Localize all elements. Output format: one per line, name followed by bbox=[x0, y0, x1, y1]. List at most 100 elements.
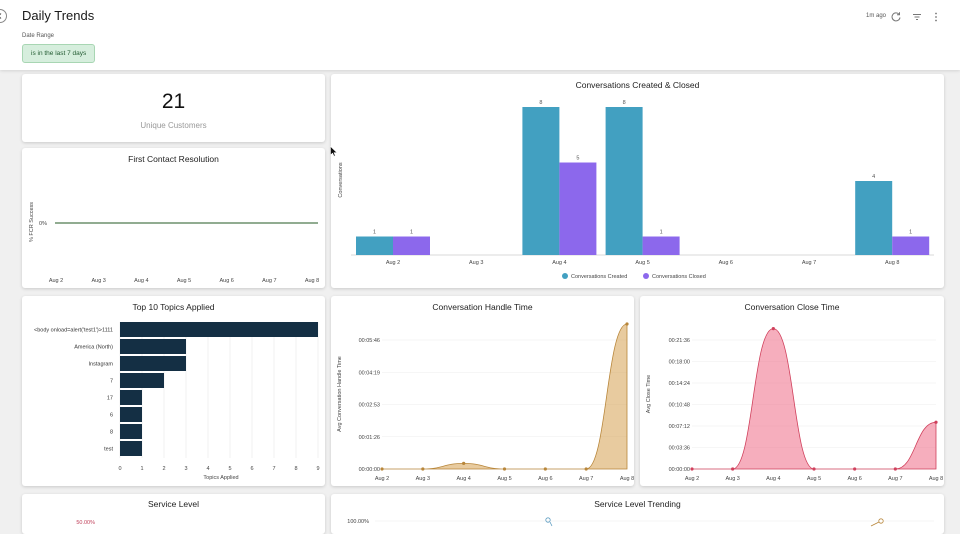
ct-y-tick: 00:14:24 bbox=[669, 381, 690, 387]
ct-x-tick: Aug 5 bbox=[807, 476, 821, 482]
fcr-x-tick: Aug 4 bbox=[134, 278, 148, 284]
topic-label: Instagram bbox=[89, 362, 114, 368]
ct-x-tick: Aug 4 bbox=[766, 476, 780, 482]
unique-customers-label: Unique Customers bbox=[140, 121, 207, 130]
topic-label: 6 bbox=[110, 413, 113, 419]
topics-x-axis-label: Topics Applied bbox=[203, 475, 238, 481]
close-time-y-axis-label: Avg Close Time bbox=[646, 375, 652, 413]
topic-label: 7 bbox=[110, 379, 113, 385]
back-icon[interactable] bbox=[0, 9, 7, 23]
ct-x-tick: Aug 2 bbox=[685, 476, 699, 482]
topic-label: America (North) bbox=[74, 345, 113, 351]
topic-bar bbox=[120, 339, 186, 354]
handle-time-y-axis-label: Avg Conversation Handle Time bbox=[337, 356, 343, 432]
ht-data-point bbox=[584, 467, 588, 471]
ht-data-point bbox=[625, 322, 629, 326]
created-bar bbox=[356, 236, 393, 255]
fcr-x-tick: Aug 2 bbox=[49, 278, 63, 284]
topic-bar bbox=[120, 373, 164, 388]
ht-x-tick: Aug 6 bbox=[538, 476, 552, 482]
ht-data-point bbox=[543, 467, 547, 471]
ht-data-point bbox=[421, 467, 425, 471]
conversations-x-tick: Aug 2 bbox=[386, 260, 400, 266]
conversations-card: Conversations Created & Closed Conversat… bbox=[331, 74, 944, 288]
handle-time-card: Conversation Handle Time Avg Conversatio… bbox=[331, 296, 634, 486]
topic-bar bbox=[120, 390, 142, 405]
topic-bar bbox=[120, 424, 142, 439]
ht-x-tick: Aug 2 bbox=[375, 476, 389, 482]
close-time-chart: Avg Close Time 00:00:00 00:03:36 00:07:12 0… bbox=[646, 327, 943, 482]
conversations-x-tick: Aug 7 bbox=[802, 260, 816, 266]
service-level-y-tick: 50.00% bbox=[76, 520, 95, 526]
date-range-label: Date Range bbox=[22, 33, 55, 39]
ht-data-point bbox=[380, 467, 384, 471]
topics-x-tick: 1 bbox=[140, 466, 143, 472]
ht-y-tick: 00:05:46 bbox=[359, 338, 380, 344]
close-time-title: Conversation Close Time bbox=[744, 302, 840, 312]
bar-value-label: 1 bbox=[660, 230, 663, 236]
ct-data-point bbox=[812, 467, 816, 471]
trending-point-2 bbox=[878, 518, 884, 524]
bar-value-label: 4 bbox=[872, 174, 875, 180]
ht-x-tick: Aug 7 bbox=[579, 476, 593, 482]
topics-x-tick: 4 bbox=[206, 466, 209, 472]
closed-bar bbox=[892, 236, 930, 255]
fcr-y-axis-label: % FCR Success bbox=[29, 202, 35, 242]
ht-data-point bbox=[502, 467, 507, 471]
legend-label-created: Conversations Created bbox=[571, 274, 627, 280]
ct-data-point bbox=[690, 467, 694, 471]
fcr-x-tick: Aug 8 bbox=[305, 278, 319, 284]
conversations-x-tick: Aug 6 bbox=[719, 260, 733, 266]
legend-swatch-created bbox=[562, 273, 568, 279]
ht-y-tick: 00:01:26 bbox=[359, 435, 380, 441]
ct-x-tick: Aug 6 bbox=[847, 476, 861, 482]
fcr-y-tick: 0% bbox=[39, 221, 47, 227]
ht-data-point bbox=[462, 461, 466, 466]
legend-conversations-closed[interactable]: Conversations Closed bbox=[643, 273, 706, 280]
handle-time-area bbox=[382, 323, 628, 470]
created-bar bbox=[605, 107, 643, 255]
ct-data-point bbox=[934, 420, 938, 424]
more-vertical-icon[interactable] bbox=[930, 10, 942, 22]
legend-conversations-created[interactable]: Conversations Created bbox=[562, 273, 627, 280]
trending-point-1 bbox=[545, 517, 551, 523]
topics-chart: 0 1 2 3 4 5 6 7 8 9 <body onload=alert('test1')>1… bbox=[34, 322, 320, 481]
fcr-x-tick: Aug 3 bbox=[91, 278, 105, 284]
ct-y-tick: 00:07:12 bbox=[669, 424, 690, 430]
bar-value-label: 1 bbox=[373, 230, 376, 236]
ht-x-tick: Aug 8 bbox=[620, 476, 634, 482]
ct-x-tick: Aug 8 bbox=[929, 476, 943, 482]
service-level-title: Service Level bbox=[147, 499, 200, 509]
topic-label: 17 bbox=[107, 396, 113, 402]
service-level-card: Service Level 50.00% bbox=[22, 494, 325, 534]
conversations-x-tick: Aug 4 bbox=[552, 260, 566, 266]
filter-icon[interactable] bbox=[911, 10, 923, 22]
bar-value-label: 1 bbox=[909, 230, 912, 236]
unique-customers-card: 21 Unique Customers bbox=[22, 74, 325, 142]
ct-y-tick: 00:10:48 bbox=[669, 403, 690, 409]
ct-x-tick: Aug 7 bbox=[888, 476, 902, 482]
topics-x-tick: 8 bbox=[294, 466, 297, 472]
ht-y-tick: 00:04:19 bbox=[359, 370, 380, 376]
mouse-cursor-icon bbox=[330, 146, 338, 157]
date-range-filter-chip[interactable]: is in the last 7 days bbox=[22, 44, 96, 63]
created-bar bbox=[855, 181, 893, 255]
fcr-x-tick: Aug 7 bbox=[262, 278, 276, 284]
conversations-x-tick: Aug 3 bbox=[469, 260, 483, 266]
topic-bar bbox=[120, 356, 186, 371]
legend-label-closed: Conversations Closed bbox=[652, 274, 706, 280]
topic-label: <body onload=alert('test1')>1111 bbox=[34, 328, 113, 334]
ct-y-tick: 00:03:36 bbox=[669, 446, 690, 452]
close-time-area bbox=[692, 328, 937, 470]
topic-label: test bbox=[104, 447, 113, 453]
topic-bar bbox=[120, 407, 142, 422]
refresh-icon[interactable] bbox=[890, 10, 902, 22]
topics-x-tick: 3 bbox=[184, 466, 187, 472]
topics-card: Top 10 Topics Applied 0 1 2 3 4 5 6 7 8 9 <body o… bbox=[22, 296, 325, 486]
closed-bar bbox=[559, 162, 597, 255]
dashboard-header: Daily Trends Date Range is in the last 7… bbox=[0, 0, 960, 70]
unique-customers-value: 21 bbox=[161, 90, 186, 113]
topics-x-tick: 9 bbox=[316, 466, 319, 472]
bar-value-label: 8 bbox=[539, 100, 542, 106]
